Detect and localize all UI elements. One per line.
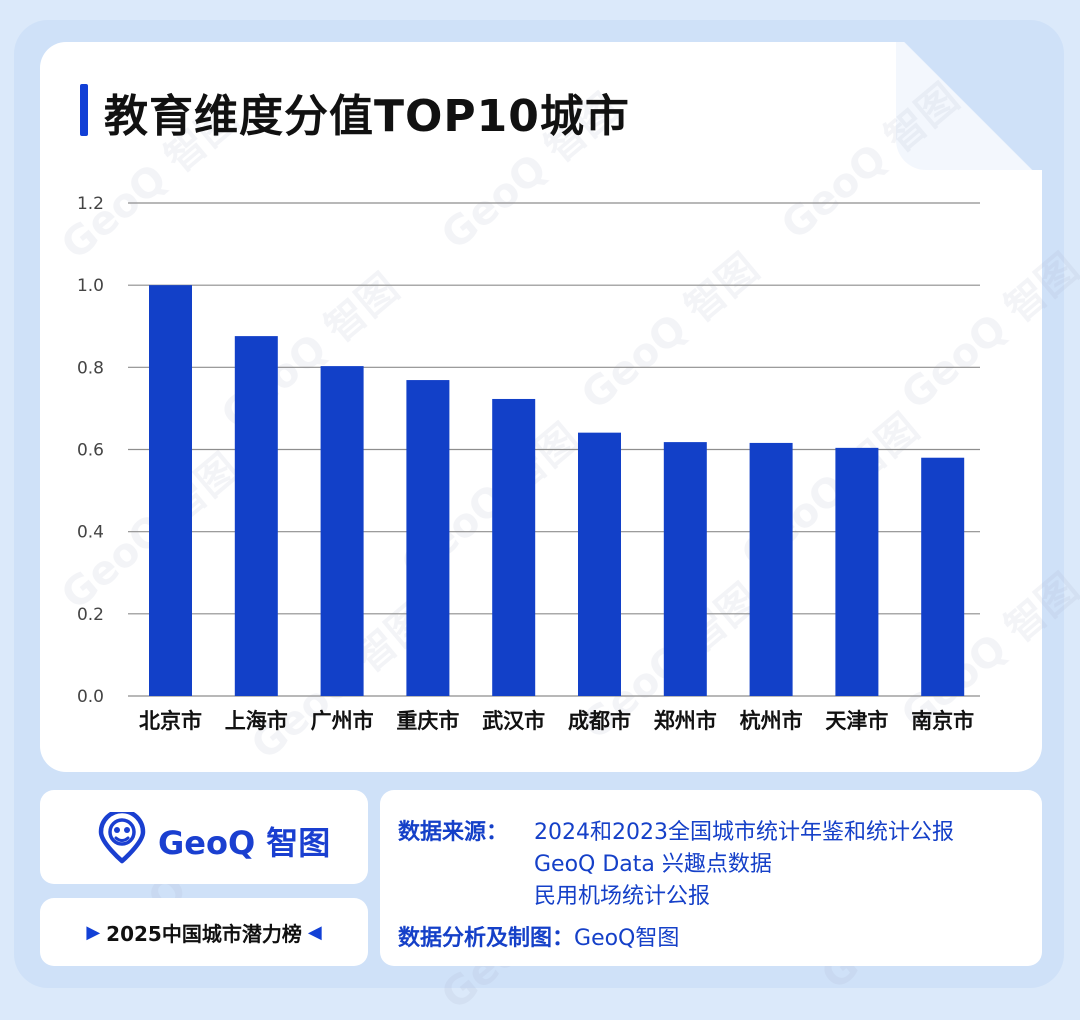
x-tick-label: 上海市 <box>225 709 288 733</box>
bar <box>492 398 536 696</box>
bar <box>835 447 879 696</box>
source-line: 民用机场统计公报 <box>534 884 711 909</box>
y-tick-label: 0.2 <box>77 605 104 625</box>
source-card: 数据来源： 2024和2023全国城市统计年鉴和统计公报 GeoQ Data 兴… <box>380 790 1042 966</box>
geoq-pin-icon <box>98 812 146 864</box>
chart-title: 教育维度分值TOP10城市 <box>104 91 630 142</box>
source-label: 数据来源： <box>398 820 509 845</box>
y-tick-label: 0.8 <box>77 358 104 378</box>
ranking-banner: ▶ 2025中国城市潜力榜 ◀ <box>40 898 368 966</box>
right-triangle-icon: ▶ <box>86 921 101 943</box>
x-tick-label: 武汉市 <box>482 709 545 733</box>
y-tick-label: 1.2 <box>77 194 104 214</box>
analysis-credit: 数据分析及制图：GeoQ智图 <box>398 920 679 952</box>
x-tick-label: 杭州市 <box>740 709 803 733</box>
x-tick-label: 天津市 <box>825 709 888 733</box>
bar <box>578 432 621 696</box>
ranking-label: 2025中国城市潜力榜 <box>106 921 302 946</box>
x-tick-label: 南京市 <box>911 709 974 733</box>
bar <box>149 285 192 696</box>
title-accent-bar <box>80 84 88 136</box>
x-tick-label: 重庆市 <box>396 709 459 733</box>
source-line: GeoQ Data 兴趣点数据 <box>534 852 772 877</box>
ranking-card: ▶ 2025中国城市潜力榜 ◀ <box>40 898 368 966</box>
bar <box>406 380 450 696</box>
bar <box>921 457 965 696</box>
left-triangle-icon: ◀ <box>307 921 322 943</box>
analysis-label: 数据分析及制图： <box>398 926 575 951</box>
source-line: 2024和2023全国城市统计年鉴和统计公报 <box>534 820 954 845</box>
logo-card: GeoQ 智图 <box>40 790 368 884</box>
x-tick-label: 郑州市 <box>654 709 717 733</box>
x-tick-label: 广州市 <box>311 709 374 733</box>
y-tick-label: 0.4 <box>77 523 104 543</box>
x-tick-label: 北京市 <box>139 709 202 733</box>
analysis-value: GeoQ智图 <box>574 926 680 951</box>
bar <box>663 442 707 696</box>
brand-name: GeoQ 智图 <box>158 824 331 862</box>
bar <box>320 366 364 696</box>
y-tick-label: 0.6 <box>77 441 104 461</box>
y-tick-label: 1.0 <box>77 276 104 296</box>
bar <box>234 336 278 696</box>
bar <box>749 442 793 696</box>
page-fold-corner <box>896 42 1042 170</box>
bar-chart: 0.0 0.2 0.4 0.6 0.8 1.0 1.2 北京市 上海市 广州市 重庆市 武汉市 成都市郑… <box>77 194 980 733</box>
y-tick-label: 0.0 <box>77 687 104 707</box>
x-tick-label: 成都市 <box>568 709 631 733</box>
